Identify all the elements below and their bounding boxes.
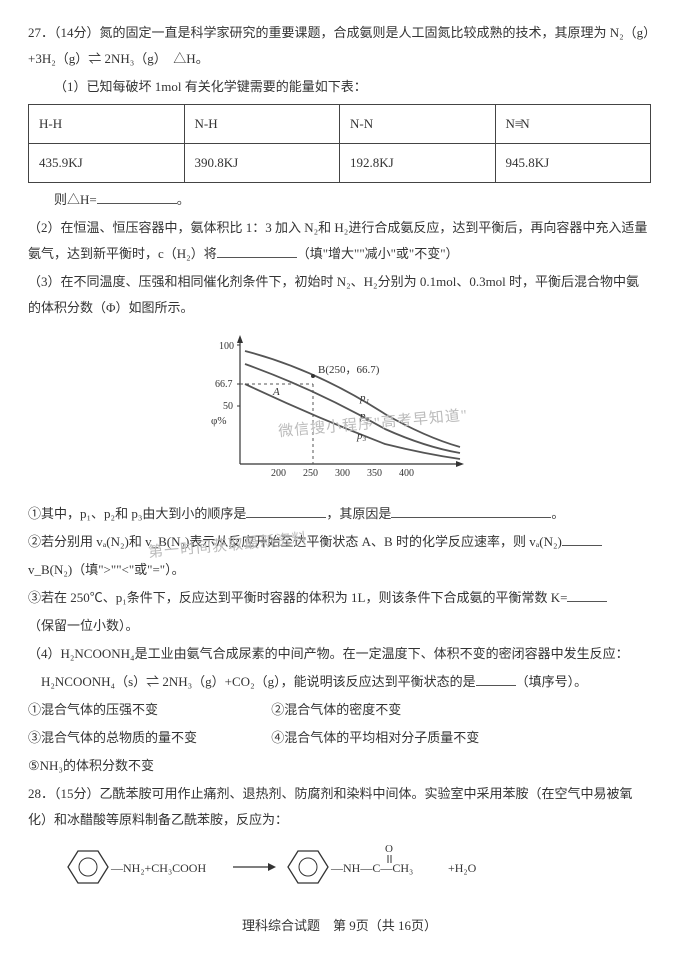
svg-text:400: 400 bbox=[399, 468, 414, 479]
p4-reaction: H₂NCOONH₄（s）⇌ 2NH₃（g）+CO₂（g），能说明该反应达到平衡状… bbox=[28, 674, 476, 689]
q28-reaction: —NH₂+CH₃COOH —NH—C—CH₃ O +H₂O bbox=[28, 839, 651, 894]
q27-number: 27．（14分） bbox=[28, 25, 100, 40]
svg-text:p₃: p₃ bbox=[356, 430, 367, 442]
table-cell: N-H bbox=[184, 105, 340, 144]
sub1-tail: ，其原因是 bbox=[326, 506, 391, 521]
options-row1: ①混合气体的压强不变 ②混合气体的密度不变 bbox=[28, 697, 651, 723]
q27-intro-text: 氮的固定一直是科学家研究的重要课题，合成氨则是人工固氮比较成熟的技术，其原理为 … bbox=[28, 25, 650, 66]
table-cell: N≡N bbox=[495, 105, 651, 144]
svg-text:350: 350 bbox=[367, 468, 382, 479]
svg-text:66.7: 66.7 bbox=[215, 379, 233, 390]
page-footer: 理科综合试题 第 9页（共 16页） bbox=[0, 913, 679, 939]
period: 。 bbox=[177, 192, 190, 207]
q27-intro: 27．（14分）氮的固定一直是科学家研究的重要课题，合成氨则是人工固氮比较成熟的… bbox=[28, 20, 651, 72]
q27-sub1: ①其中，p₁、p₂和 p₃由大到小的顺序是，其原因是。 bbox=[28, 501, 651, 527]
svg-text:A: A bbox=[272, 386, 280, 398]
svg-text:—NH₂+CH₃COOH: —NH₂+CH₃COOH bbox=[110, 861, 206, 875]
p4-hint: （填序号）。 bbox=[516, 674, 588, 689]
option-5: ⑤NH₃的体积分数不变 bbox=[28, 753, 651, 779]
table-cell: 192.8KJ bbox=[340, 144, 496, 183]
blank-fill[interactable] bbox=[217, 245, 297, 258]
option-3: ③混合气体的总物质的量不变 bbox=[28, 725, 268, 751]
svg-text:200: 200 bbox=[271, 468, 286, 479]
option-4: ④混合气体的平均相对分子质量不变 bbox=[271, 730, 479, 745]
q28-number: 28．（15分） bbox=[28, 786, 100, 801]
delta-h-label: 则△H= bbox=[54, 192, 97, 207]
reaction-svg: —NH₂+CH₃COOH —NH—C—CH₃ O +H₂O bbox=[48, 839, 548, 894]
table-cell: 390.8KJ bbox=[184, 144, 340, 183]
q27-p2: （2）在恒温、恒压容器中，氨体积比 1：3 加入 N₂和 H₂进行合成氨反应，达… bbox=[28, 215, 651, 267]
q27-sub3: ③若在 250℃、p₁条件下，反应达到平衡时容器的体积为 1L，则该条件下合成氨… bbox=[28, 585, 651, 611]
q28-intro-text: 乙酰苯胺可用作止痛剂、退热剂、防腐剂和染料中间体。实验室中采用苯胺（在空气中易被… bbox=[28, 786, 633, 827]
q27-sub2b: v_B(N₂)（填">""<"或"="）。 bbox=[28, 557, 651, 583]
blank-fill[interactable] bbox=[562, 533, 602, 546]
table-cell: 945.8KJ bbox=[495, 144, 651, 183]
q27-p1-label: （1）已知每破坏 1mol 有关化学键需要的能量如下表： bbox=[28, 74, 651, 100]
bond-energy-table: H-H N-H N-N N≡N 435.9KJ 390.8KJ 192.8KJ … bbox=[28, 104, 651, 183]
q27-p1-then: 则△H= 。 bbox=[28, 187, 651, 213]
table-cell: 435.9KJ bbox=[29, 144, 185, 183]
blank-fill[interactable] bbox=[246, 505, 326, 518]
q27-p3: （3）在不同温度、压强和相同催化剂条件下，初始时 N₂、H₂分别为 0.1mol… bbox=[28, 269, 651, 321]
svg-text:—NH—C—CH₃: —NH—C—CH₃ bbox=[330, 861, 413, 875]
svg-text:φ%: φ% bbox=[211, 415, 227, 427]
svg-text:300: 300 bbox=[335, 468, 350, 479]
q27-sub2: ②若分别用 vₐ(N₂)和 v_B(N₂)表示从反应开始至达平衡状态 A、B 时… bbox=[28, 529, 651, 555]
sub3-text: ③若在 250℃、p₁条件下，反应达到平衡时容器的体积为 1L，则该条件下合成氨… bbox=[28, 590, 567, 605]
svg-text:p₂: p₂ bbox=[359, 410, 370, 422]
option-1: ①混合气体的压强不变 bbox=[28, 697, 268, 723]
blank-fill[interactable] bbox=[391, 505, 551, 518]
svg-text:O: O bbox=[385, 843, 393, 855]
svg-text:250: 250 bbox=[303, 468, 318, 479]
table-cell: N-N bbox=[340, 105, 496, 144]
svg-text:100: 100 bbox=[219, 341, 234, 352]
q27-p4-rx: H₂NCOONH₄（s）⇌ 2NH₃（g）+CO₂（g），能说明该反应达到平衡状… bbox=[28, 669, 651, 695]
q27-sub3-tail: （保留一位小数）。 bbox=[28, 613, 651, 639]
blank-fill[interactable] bbox=[476, 673, 516, 686]
svg-text:50: 50 bbox=[223, 401, 233, 412]
option-2: ②混合气体的密度不变 bbox=[271, 702, 401, 717]
svg-text:p₁: p₁ bbox=[359, 392, 370, 404]
table-row: H-H N-H N-N N≡N bbox=[29, 105, 651, 144]
chart-svg: 100 66.7 50 200 250 300 350 400 A B(250，… bbox=[205, 329, 475, 484]
q28-intro: 28．（15分）乙酰苯胺可用作止痛剂、退热剂、防腐剂和染料中间体。实验室中采用苯… bbox=[28, 781, 651, 833]
sub2a-text: ②若分别用 vₐ(N₂)和 v_B(N₂)表示从反应开始至达平衡状态 A、B 时… bbox=[28, 534, 562, 549]
blank-fill[interactable] bbox=[567, 589, 607, 602]
svg-text:+H₂O: +H₂O bbox=[448, 861, 477, 875]
options-row2: ③混合气体的总物质的量不变 ④混合气体的平均相对分子质量不变 bbox=[28, 725, 651, 751]
equilibrium-chart: 100 66.7 50 200 250 300 350 400 A B(250，… bbox=[28, 329, 651, 493]
svg-text:B(250，66.7): B(250，66.7) bbox=[318, 364, 380, 376]
q27-p4: （4）H₂NCOONH₄是工业由氨气合成尿素的中间产物。在一定温度下、体积不变的… bbox=[28, 641, 651, 667]
table-row: 435.9KJ 390.8KJ 192.8KJ 945.8KJ bbox=[29, 144, 651, 183]
sub1-text: ①其中，p₁、p₂和 p₃由大到小的顺序是 bbox=[28, 506, 246, 521]
table-cell: H-H bbox=[29, 105, 185, 144]
q27-p2-hint: （填"增大""减小"或"不变"） bbox=[297, 246, 459, 261]
blank-fill[interactable] bbox=[97, 191, 177, 204]
